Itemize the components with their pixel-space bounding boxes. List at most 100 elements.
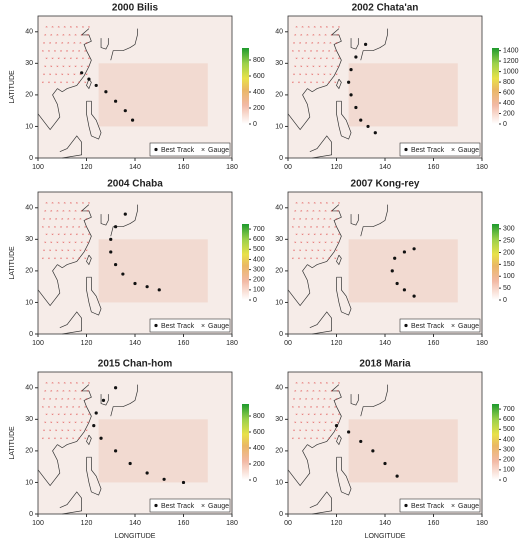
gauge: ×: [328, 255, 331, 260]
coastline: [287, 264, 311, 307]
track-point: [402, 288, 406, 292]
track-point: [390, 269, 394, 273]
gauge: ×: [304, 224, 307, 229]
gauge: ×: [329, 40, 332, 45]
colorbar-tick-label: 200: [253, 105, 265, 112]
y-tick-label: 20: [25, 268, 33, 275]
gauge: ×: [323, 427, 326, 432]
x-axis-label: LONGITUDE: [365, 533, 406, 540]
gauge: ×: [332, 412, 335, 417]
gauge: ×: [318, 64, 321, 69]
x-tick-label: 140: [129, 164, 141, 171]
gauge: ×: [299, 247, 302, 252]
track-point: [114, 225, 118, 229]
gauge: ×: [295, 412, 298, 417]
coastline: [307, 204, 342, 269]
gauge: ×: [67, 247, 70, 252]
y-tick-label: 0: [279, 331, 283, 338]
y-tick-label: 30: [25, 236, 33, 243]
track-point: [349, 93, 353, 97]
gauge: ×: [56, 64, 59, 69]
legend-label: Best Track: [411, 323, 445, 330]
rain-band: [98, 239, 208, 303]
legend-box: [399, 498, 481, 513]
gauge: ×: [64, 56, 67, 61]
gauge: ×: [72, 79, 75, 84]
gauge: ×: [85, 247, 88, 252]
gauge: ×: [323, 396, 326, 401]
gauge: ×: [49, 396, 52, 401]
gauge: ×: [48, 435, 51, 440]
track-point: [94, 411, 98, 415]
gauge: ×: [322, 224, 325, 229]
x-tick-label: 160: [428, 164, 440, 171]
gauge: ×: [79, 396, 82, 401]
gauge: ×: [299, 396, 302, 401]
gauge: ×: [49, 71, 52, 76]
gauge: ×: [42, 224, 45, 229]
gauge: ×: [294, 208, 297, 213]
x-tick-label: 00: [284, 340, 292, 347]
gauge: ×: [50, 32, 53, 37]
track-point: [371, 449, 375, 453]
gauge: ×: [334, 79, 337, 84]
x-tick-label: 160: [428, 520, 440, 527]
gauge: ×: [293, 427, 296, 432]
gauge: ×: [300, 420, 303, 425]
gauge: ×: [68, 64, 71, 69]
gauge: ×: [67, 427, 70, 432]
legend-box: [399, 318, 481, 333]
gauge: ×: [306, 32, 309, 37]
gauge: ×: [337, 388, 340, 393]
gauge: ×: [298, 48, 301, 53]
coastline: [309, 135, 332, 159]
gauge: ×: [48, 255, 51, 260]
colorbar-tick-label: 600: [503, 89, 515, 96]
gauge: ×: [299, 71, 302, 76]
gauge: ×: [68, 388, 71, 393]
gauge: ×: [55, 247, 58, 252]
gauge: ×: [300, 64, 303, 69]
x-tick-label: 120: [331, 340, 343, 347]
gauge: ×: [76, 412, 79, 417]
gauge: ×: [56, 420, 59, 425]
coastline: [336, 456, 352, 496]
panel-title: 2004 Chaba: [107, 179, 163, 190]
gauge: ×: [62, 240, 65, 245]
gauge: ×: [332, 200, 335, 205]
x-tick-label: 120: [331, 520, 343, 527]
gauge: ×: [54, 404, 57, 409]
x-tick-label: 140: [379, 164, 391, 171]
panel-title: 2002 Chata'an: [352, 3, 419, 14]
y-tick-label: 30: [275, 236, 283, 243]
gauge: ×: [60, 224, 63, 229]
x-tick-label: 180: [226, 340, 238, 347]
panel-title: 2007 Kong-rey: [351, 179, 420, 190]
gauge: ×: [88, 56, 91, 61]
gauge: ×: [79, 216, 82, 221]
colorbar-tick-label: 50: [503, 285, 511, 292]
coastline: [57, 384, 92, 449]
gauge: ×: [337, 64, 340, 69]
gauge: ×: [324, 240, 327, 245]
colorbar-tick-label: 0: [253, 121, 257, 128]
gauge: ×: [48, 224, 51, 229]
gauge: ×: [295, 200, 298, 205]
gauge: ×: [80, 208, 83, 213]
coastline: [100, 38, 109, 50]
track-point: [366, 124, 370, 129]
x-axis-label: LONGITUDE: [115, 533, 156, 540]
gauge: ×: [82, 200, 85, 205]
coastline: [86, 100, 102, 140]
gauge: ×: [49, 40, 52, 45]
gauge: ×: [54, 224, 57, 229]
gauge: ×: [322, 435, 325, 440]
gauge: ×: [66, 48, 69, 53]
gauge: ×: [62, 64, 65, 69]
colorbar-tick-label: 700: [253, 226, 265, 233]
gauge: ×: [49, 427, 52, 432]
x-tick-label: 180: [226, 164, 238, 171]
gauge: ×: [311, 71, 314, 76]
gauge: ×: [310, 255, 313, 260]
y-tick-label: 20: [275, 448, 283, 455]
